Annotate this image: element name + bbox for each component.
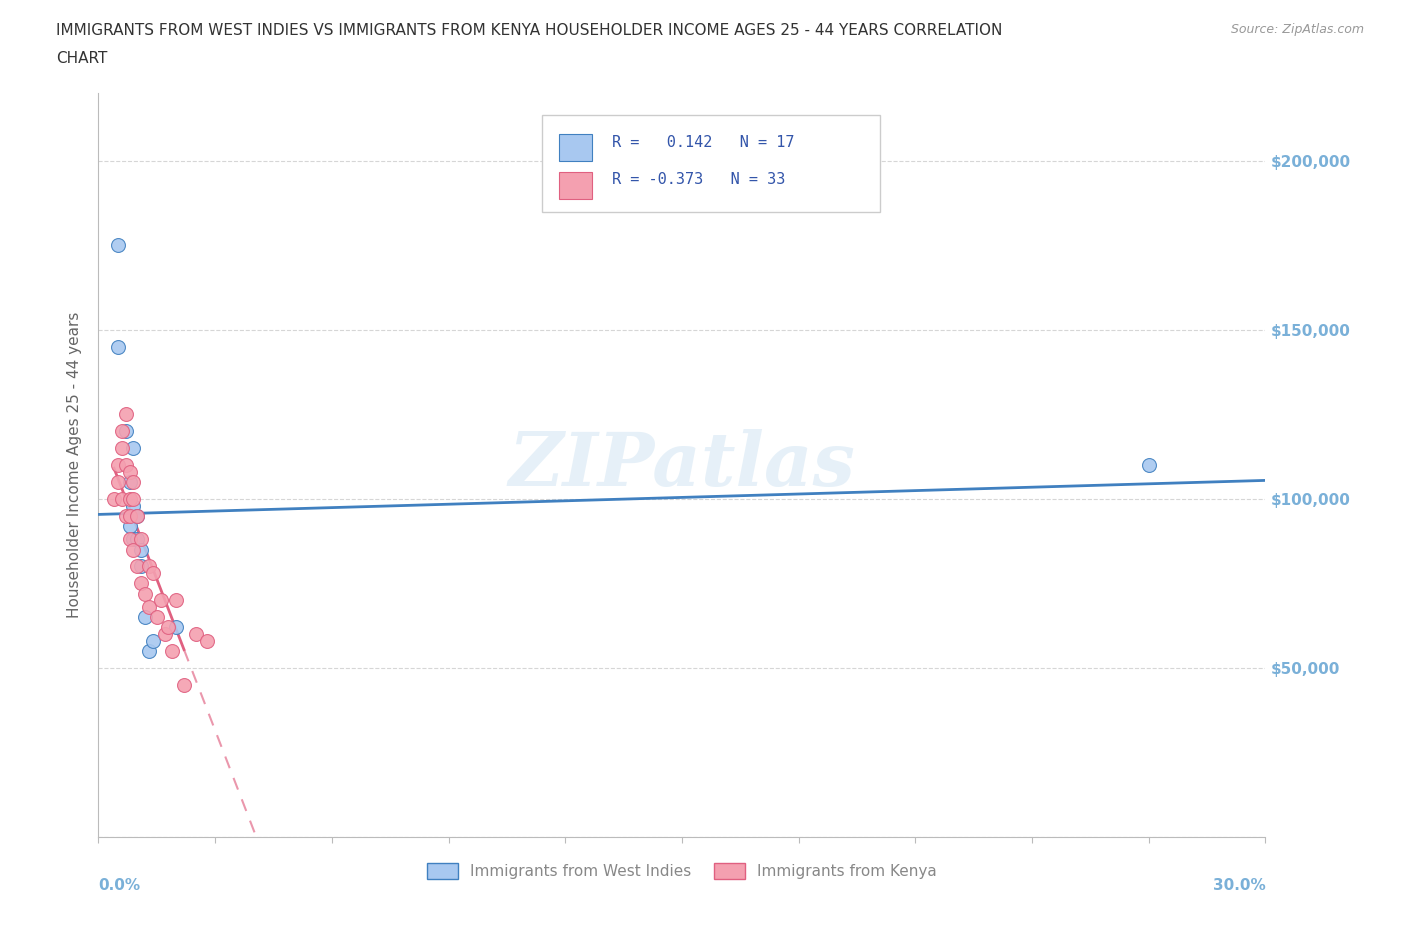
Point [142,565,165,580]
Point [138,600,160,615]
Point [134,610,156,625]
Point [122,474,145,489]
Point [129,542,152,557]
Point [129,559,152,574]
Point [118,532,141,547]
FancyBboxPatch shape [560,171,592,199]
Point [122,491,145,506]
Point [122,441,145,456]
Point [111,441,134,456]
Text: Source: ZipAtlas.com: Source: ZipAtlas.com [1230,23,1364,36]
Point [127,559,149,574]
Point [195,633,218,648]
Point [162,644,184,658]
Point [142,633,165,648]
Point [107,458,129,472]
Point [129,576,152,591]
Point [127,509,149,524]
Point [138,644,160,658]
Point [118,509,141,524]
Y-axis label: Householder Income Ages 25 - 44 years: Householder Income Ages 25 - 44 years [67,312,83,618]
Text: 30.0%: 30.0% [1212,878,1265,893]
Text: IMMIGRANTS FROM WEST INDIES VS IMMIGRANTS FROM KENYA HOUSEHOLDER INCOME AGES 25 : IMMIGRANTS FROM WEST INDIES VS IMMIGRANT… [56,23,1002,38]
Point [103,491,125,506]
FancyBboxPatch shape [560,134,592,162]
Point [122,498,145,513]
Point [118,474,141,489]
Text: ZIPatlas: ZIPatlas [509,429,855,501]
Point [122,532,145,547]
Point [165,620,187,635]
Point [157,620,180,635]
Point [114,509,136,524]
Legend: Immigrants from West Indies, Immigrants from Kenya: Immigrants from West Indies, Immigrants … [420,857,943,885]
Point [114,424,136,439]
Point [165,592,187,607]
Point [1137,458,1160,472]
Point [122,542,145,557]
Point [173,677,195,692]
Point [114,406,136,421]
Point [111,424,134,439]
Point [118,464,141,479]
Point [107,474,129,489]
Point [149,592,172,607]
Text: R = -0.373   N = 33: R = -0.373 N = 33 [612,172,786,187]
FancyBboxPatch shape [541,115,880,212]
Text: R =   0.142   N = 17: R = 0.142 N = 17 [612,135,794,150]
Point [114,458,136,472]
Text: CHART: CHART [56,51,108,66]
Point [107,238,129,253]
Point [107,339,129,354]
Point [138,559,160,574]
Point [153,627,176,642]
Point [111,491,134,506]
Point [118,518,141,533]
Point [118,491,141,506]
Point [127,532,149,547]
Point [134,586,156,601]
Point [184,627,207,642]
Point [146,610,169,625]
Text: 0.0%: 0.0% [98,878,141,893]
Point [129,532,152,547]
Point [127,509,149,524]
